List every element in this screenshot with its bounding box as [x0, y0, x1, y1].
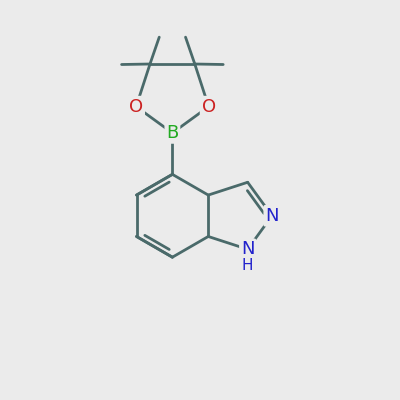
Text: O: O [129, 98, 143, 116]
Text: N: N [265, 207, 279, 225]
Text: B: B [166, 124, 178, 142]
Text: H: H [242, 258, 253, 273]
Text: N: N [241, 240, 254, 258]
Text: O: O [202, 98, 216, 116]
